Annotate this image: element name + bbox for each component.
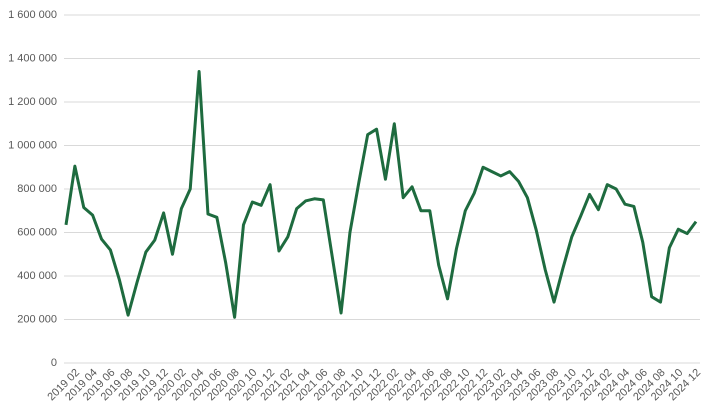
y-tick-label: 1 400 000 xyxy=(8,52,57,64)
y-tick-label: 1 000 000 xyxy=(8,139,57,151)
y-tick-label: 0 xyxy=(51,357,57,369)
y-tick-label: 400 000 xyxy=(17,270,57,282)
y-tick-label: 1 200 000 xyxy=(8,96,57,108)
y-tick-label: 600 000 xyxy=(17,226,57,238)
y-tick-label: 800 000 xyxy=(17,183,57,195)
y-tick-label: 1 600 000 xyxy=(8,9,57,21)
y-tick-label: 200 000 xyxy=(17,313,57,325)
data-line xyxy=(64,70,698,319)
